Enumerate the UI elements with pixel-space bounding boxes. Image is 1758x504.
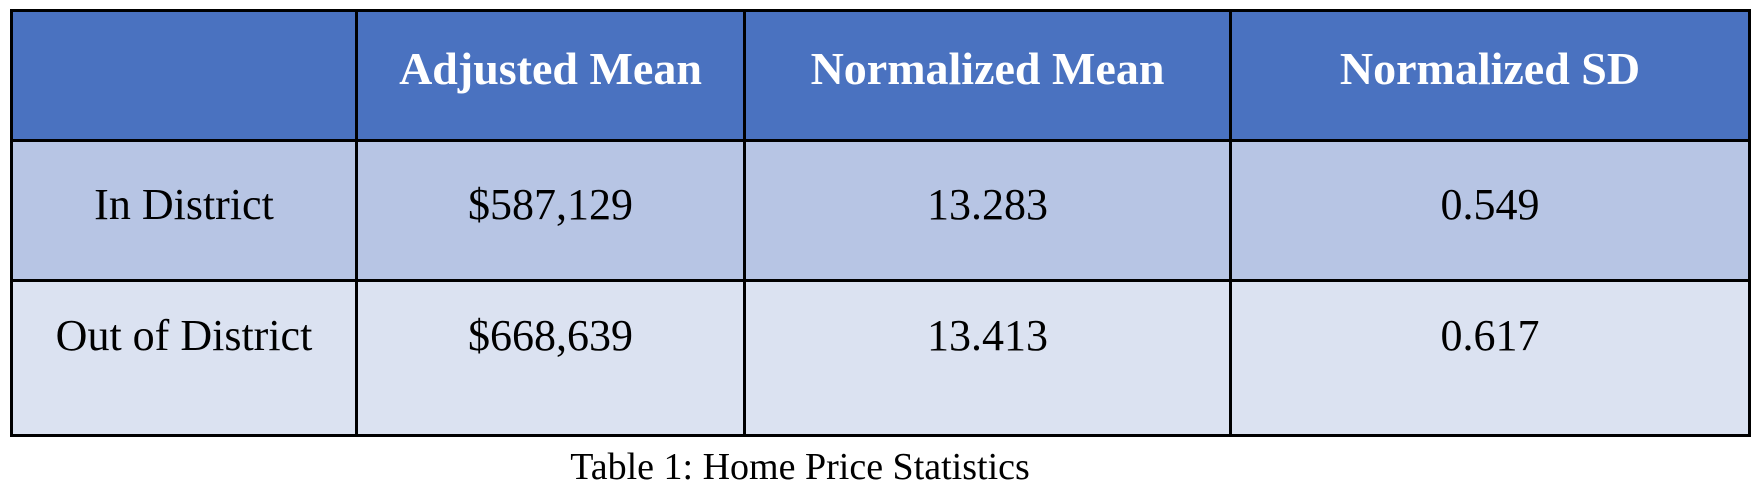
table-row: In District $587,129 13.283 0.549 [10, 139, 1751, 282]
header-corner-cell [10, 9, 358, 142]
row-label-out-of-district: Out of District [10, 279, 358, 437]
cell-normalized-sd: 0.617 [1229, 279, 1751, 437]
table-header-row: Adjusted Mean Normalized Mean Normalized… [10, 9, 1751, 142]
header-normalized-mean: Normalized Mean [743, 9, 1232, 142]
cell-normalized-mean: 13.283 [743, 139, 1232, 282]
table-caption: Table 1: Home Price Statistics [570, 446, 1030, 488]
header-normalized-sd: Normalized SD [1229, 9, 1751, 142]
table-row: Out of District $668,639 13.413 0.617 [10, 279, 1751, 437]
header-adjusted-mean: Adjusted Mean [355, 9, 746, 142]
cell-adjusted-mean: $668,639 [355, 279, 746, 437]
cell-normalized-mean: 13.413 [743, 279, 1232, 437]
statistics-table-container: Adjusted Mean Normalized Mean Normalized… [10, 9, 1751, 437]
home-price-statistics-table: Adjusted Mean Normalized Mean Normalized… [10, 9, 1751, 437]
cell-normalized-sd: 0.549 [1229, 139, 1751, 282]
cell-adjusted-mean: $587,129 [355, 139, 746, 282]
row-label-in-district: In District [10, 139, 358, 282]
